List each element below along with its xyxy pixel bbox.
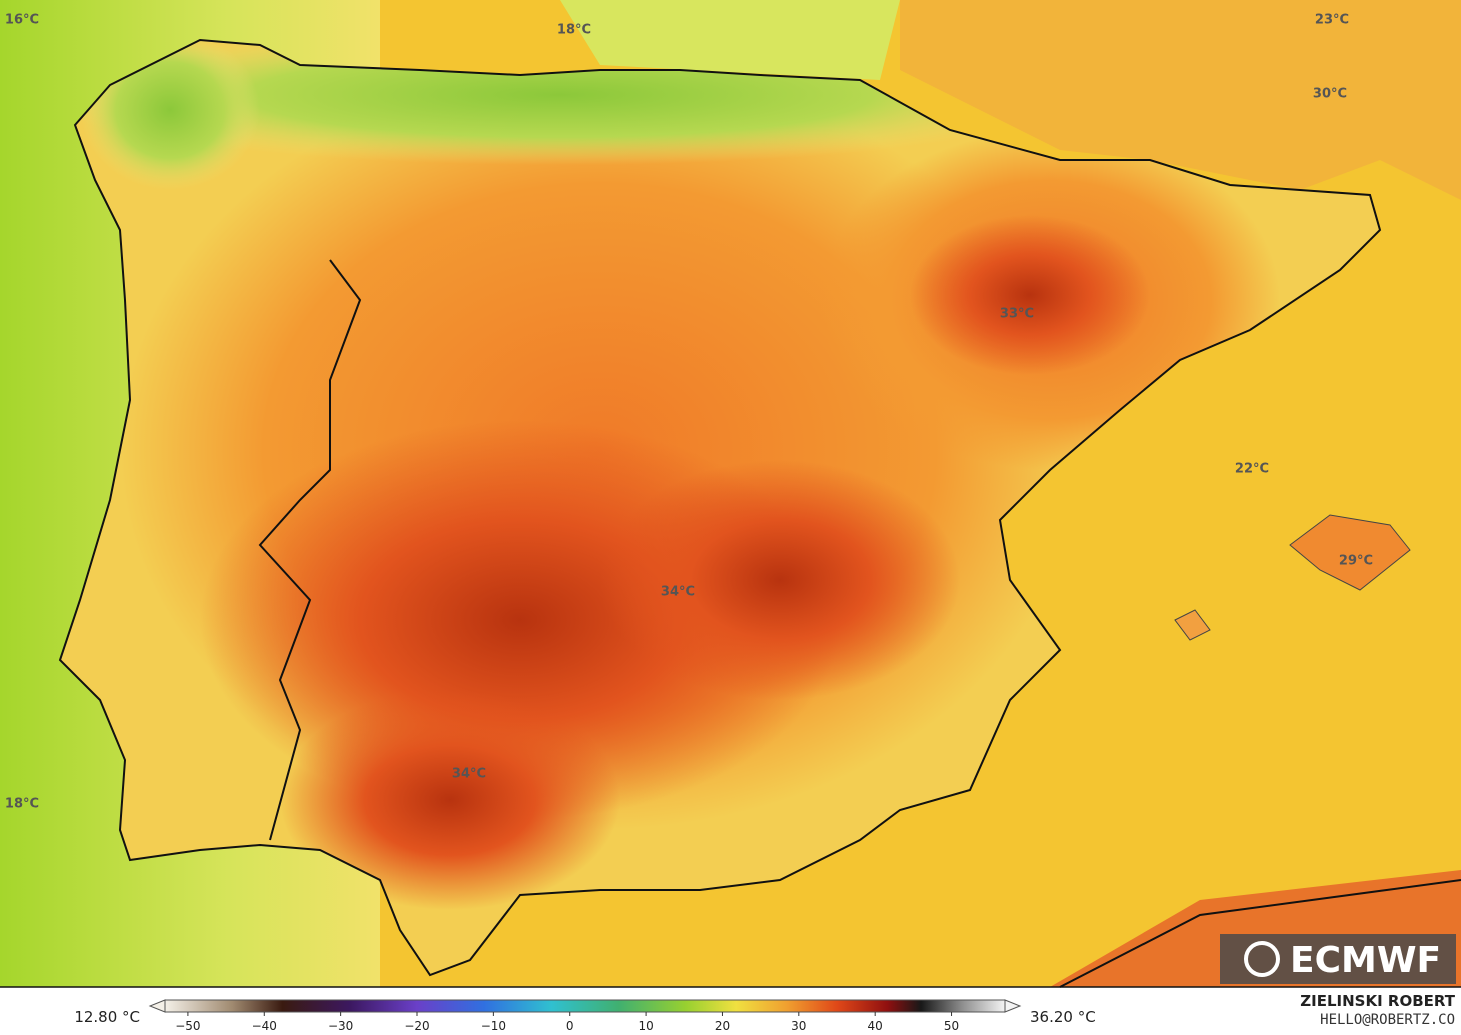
map-label: 18°C [557, 23, 591, 38]
colorbar-max: 36.20 °C [1030, 1008, 1096, 1026]
colorbar-tick-label: −50 [175, 1019, 200, 1033]
colorbar-tick-label: −20 [404, 1019, 429, 1033]
colorbar-tick-label: 50 [944, 1019, 959, 1033]
colorbar-tick-label: −10 [481, 1019, 506, 1033]
colorbar-tick-label: −30 [328, 1019, 353, 1033]
map-label: 16°C [5, 13, 39, 28]
logo: ECMWF [1290, 940, 1441, 981]
colorbar-min: 12.80 °C [74, 1008, 140, 1026]
map-label: 22°C [1235, 462, 1269, 477]
credit-contact: HELLO@ROBERTZ.CO [1320, 1012, 1455, 1028]
colorbar-tick-label: −40 [252, 1019, 277, 1033]
colorbar-tick-label: 30 [791, 1019, 806, 1033]
colorbar-tick-label: 20 [715, 1019, 730, 1033]
colorbar-tick-label: 0 [566, 1019, 574, 1033]
map-label: 30°C [1313, 87, 1347, 102]
colorbar: 12.80 °C 36.20 °C −50 −40 −30 −20 −10 0 10 20 30… [74, 999, 1096, 1033]
credit-author: ZIELINSKI ROBERT [1300, 992, 1455, 1010]
colorbar-tick-label: 10 [638, 1019, 653, 1033]
map-label: 33°C [1000, 307, 1034, 322]
logo-icon [1244, 941, 1280, 977]
map-label: 23°C [1315, 13, 1349, 28]
map-label: 34°C [661, 585, 695, 600]
map: 16°C 18°C 23°C 30°C 33°C 22°C 29°C 34°C … [0, 0, 1461, 988]
map-label: 18°C [5, 797, 39, 812]
map-label: 29°C [1339, 554, 1373, 569]
map-label: 34°C [452, 767, 486, 782]
colorbar-tick-label: 40 [868, 1019, 883, 1033]
